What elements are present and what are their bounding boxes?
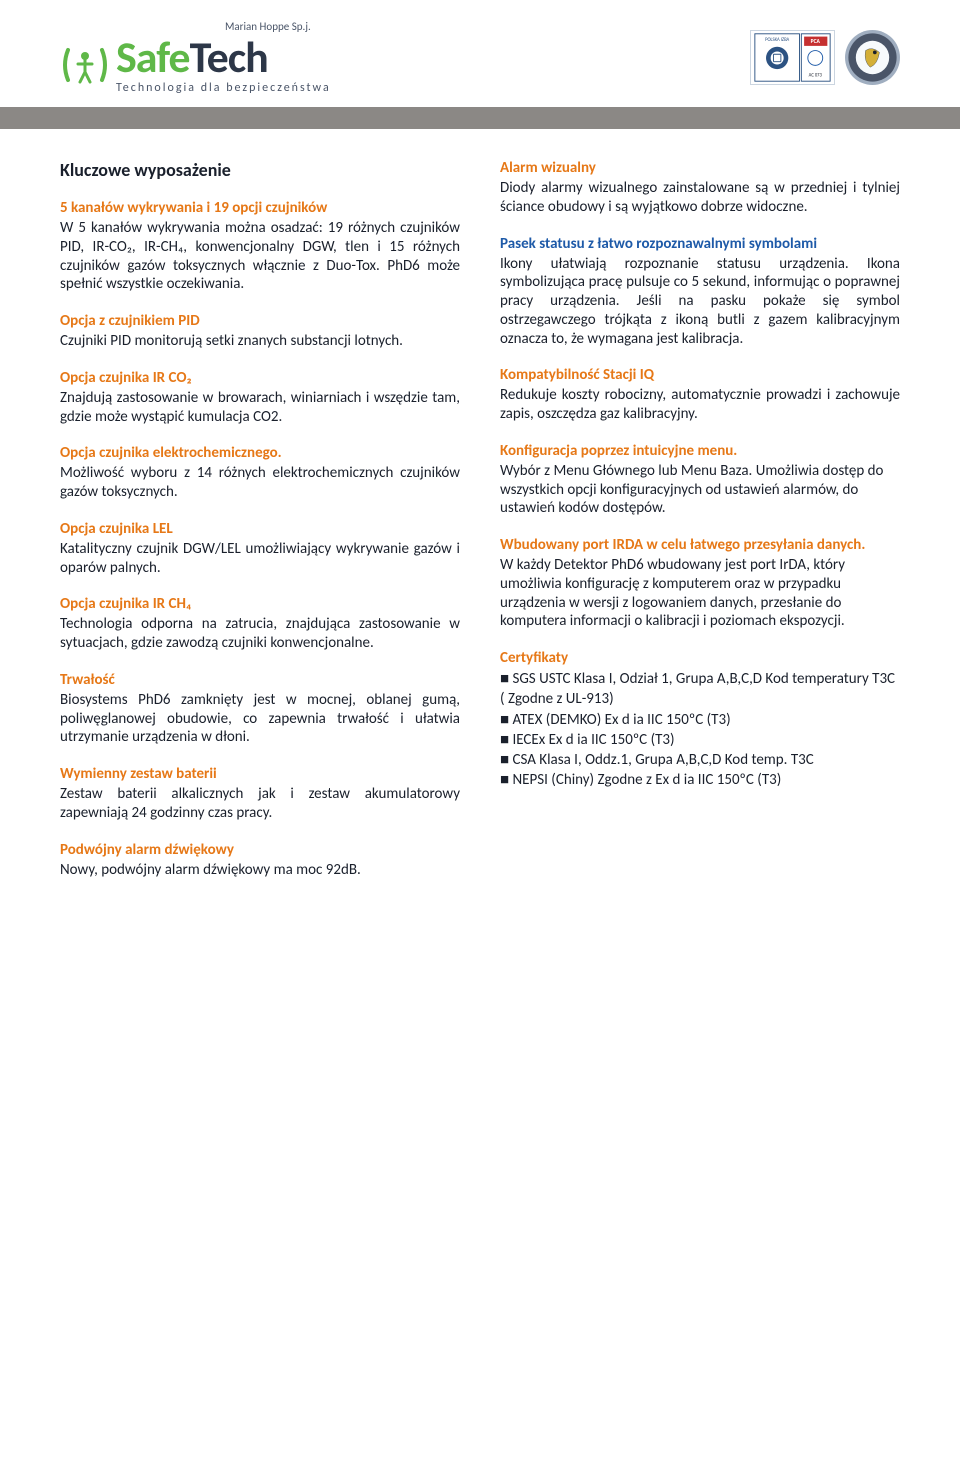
section-head: Wymienny zestaw baterii	[60, 765, 460, 783]
section-8: Podwójny alarm dźwiękowy Nowy, podwójny …	[60, 841, 460, 880]
section-body: Zestaw baterii alkalicznych jak i zestaw…	[60, 785, 460, 823]
logo-safe: Safe	[116, 30, 190, 84]
content-columns: Kluczowe wyposażenie 5 kanałów wykrywani…	[60, 159, 900, 897]
section-body: Biosystems PhD6 zamknięty jest w mocnej,…	[60, 691, 460, 747]
rsection-0: Alarm wizualny Diody alarmy wizualnego z…	[500, 159, 900, 217]
section-body: W każdy Detektor PhD6 wbudowany jest por…	[500, 556, 900, 631]
section-body: Możliwość wyboru z 14 różnych elektroche…	[60, 464, 460, 502]
rsection-4: Wbudowany port IRDA w celu łatwego przes…	[500, 536, 900, 631]
section-body: Nowy, podwójny alarm dźwiękowy ma moc 92…	[60, 861, 460, 880]
section-head: Opcja z czujnikiem PID	[60, 312, 460, 330]
section-1: Opcja z czujnikiem PID Czujniki PID moni…	[60, 312, 460, 351]
section-7: Wymienny zestaw baterii Zestaw baterii a…	[60, 765, 460, 823]
main-title: Kluczowe wyposażenie	[60, 159, 460, 181]
separator-band	[0, 107, 960, 129]
section-body: W 5 kanałów wykrywania można osadzać: 19…	[60, 219, 460, 294]
section-0: 5 kanałów wykrywania i 19 opcji czujnikó…	[60, 199, 460, 294]
logo-tech: Tech	[190, 30, 268, 84]
section-head: Opcja czujnika IR CH₄	[60, 595, 460, 613]
section-body: Ikony ułatwiają rozpoznanie statusu urzą…	[500, 255, 900, 349]
rsection-3: Konfiguracja poprzez intuicyjne menu. Wy…	[500, 442, 900, 518]
rsection-1: Pasek statusu z łatwo rozpoznawalnymi sy…	[500, 235, 900, 349]
logo-text-wrap: SafeTech Technologia dla bezpieczeństwa	[116, 35, 331, 95]
section-head: Pasek statusu z łatwo rozpoznawalnymi sy…	[500, 235, 900, 253]
section-head: Opcja czujnika LEL	[60, 520, 460, 538]
cert-item: ATEX (DEMKO) Ex d ia IIC 150ºC (T3)	[500, 710, 900, 730]
document-page: Marian Hoppe Sp.j. SafeTech Technologia …	[0, 0, 960, 937]
section-body: Redukuje koszty robocizny, automatycznie…	[500, 386, 900, 424]
svg-text:AC 073: AC 073	[809, 74, 823, 79]
section-5: Opcja czujnika IR CH₄ Technologia odporn…	[60, 595, 460, 653]
cert-item: NEPSI (Chiny) Zgodne z Ex d ia IIC 150ºC…	[500, 770, 900, 790]
section-head: Wbudowany port IRDA w celu łatwego przes…	[500, 536, 900, 554]
logo-main: SafeTech Technologia dla bezpieczeństwa	[60, 35, 331, 95]
badges: POLSKA IZBA PCA AC 073	[750, 30, 900, 85]
section-6: Trwałość Biosystems PhD6 zamknięty jest …	[60, 671, 460, 747]
section-head: Podwójny alarm dźwiękowy	[60, 841, 460, 859]
cert-item: IECEx Ex d ia IIC 150ºC (T3)	[500, 730, 900, 750]
section-4: Opcja czujnika LEL Katalityczny czujnik …	[60, 520, 460, 578]
cert-item: CSA Klasa I, Oddz.1, Grupa A,B,C,D Kod t…	[500, 750, 900, 770]
section-head: Opcja czujnika elektrochemicznego.	[60, 444, 460, 462]
section-head: Trwałość	[60, 671, 460, 689]
section-head: Alarm wizualny	[500, 159, 900, 177]
cert-badge-1: POLSKA IZBA PCA AC 073	[750, 30, 835, 85]
cert-item: SGS USTC Klasa I, Odział 1, Grupa A,B,C,…	[500, 669, 900, 710]
section-head: Konfiguracja poprzez intuicyjne menu.	[500, 442, 900, 460]
rsection-2: Kompatybilność Stacji IQ Redukuje koszty…	[500, 366, 900, 424]
section-body: Technologia odporna na zatrucia, znajduj…	[60, 615, 460, 653]
section-3: Opcja czujnika elektrochemicznego. Możli…	[60, 444, 460, 502]
section-head: Kompatybilność Stacji IQ	[500, 366, 900, 384]
logo-block: Marian Hoppe Sp.j. SafeTech Technologia …	[60, 20, 331, 95]
section-head: 5 kanałów wykrywania i 19 opcji czujnikó…	[60, 199, 460, 217]
cert-list: SGS USTC Klasa I, Odział 1, Grupa A,B,C,…	[500, 669, 900, 791]
cert-section: Certyfikaty SGS USTC Klasa I, Odział 1, …	[500, 649, 900, 791]
logo-subtitle: Technologia dla bezpieczeństwa	[116, 81, 331, 95]
section-body: Znajdują zastosowanie w browarach, winia…	[60, 389, 460, 427]
logo-person-icon	[60, 40, 110, 90]
section-2: Opcja czujnika IR CO₂ Znajdują zastosowa…	[60, 369, 460, 427]
logo-text: SafeTech	[116, 35, 331, 79]
section-body: Katalityczny czujnik DGW/LEL umożliwiają…	[60, 540, 460, 578]
section-body: Diody alarmy wizualnego zainstalowane są…	[500, 179, 900, 217]
svg-text:POLSKA IZBA: POLSKA IZBA	[765, 38, 789, 43]
section-body: Wybór z Menu Głównego lub Menu Baza. Umo…	[500, 462, 900, 518]
svg-text:PCA: PCA	[811, 39, 821, 45]
section-body: Czujniki PID monitorują setki znanych su…	[60, 332, 460, 351]
section-head: Opcja czujnika IR CO₂	[60, 369, 460, 387]
header: Marian Hoppe Sp.j. SafeTech Technologia …	[60, 20, 900, 95]
cert-badge-2	[845, 30, 900, 85]
cert-head: Certyfikaty	[500, 649, 900, 667]
right-column: Alarm wizualny Diody alarmy wizualnego z…	[500, 159, 900, 897]
left-column: Kluczowe wyposażenie 5 kanałów wykrywani…	[60, 159, 460, 897]
